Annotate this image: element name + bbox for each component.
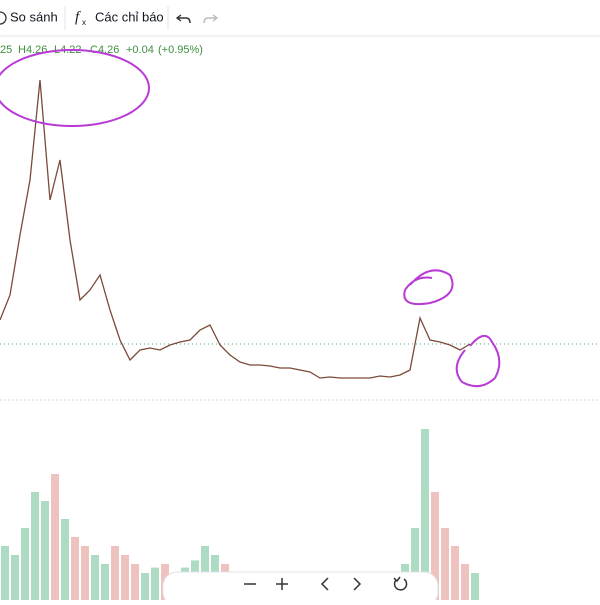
legend-open: 25 <box>0 44 12 56</box>
volume-bar <box>421 429 429 600</box>
volume-bar <box>471 573 479 600</box>
volume-bar <box>71 537 79 600</box>
volume-bar <box>101 564 109 600</box>
volume-bar <box>151 567 159 600</box>
legend-change: +0.04 <box>126 44 154 56</box>
fx-icon-sub[interactable]: x <box>82 18 86 27</box>
volume-bar <box>461 564 469 600</box>
scroll-left-button[interactable] <box>320 577 329 591</box>
legend-high: H4.26 <box>18 44 47 56</box>
volume-bar <box>61 519 69 600</box>
volume-bar <box>91 555 99 600</box>
plot <box>0 79 600 600</box>
volume-bar <box>41 501 49 600</box>
volume-bar <box>131 564 139 600</box>
scroll-right-button[interactable] <box>353 577 362 591</box>
compare-icon[interactable] <box>0 11 7 25</box>
nav-bar-bg <box>162 571 439 605</box>
reset-button[interactable] <box>393 576 408 591</box>
volume-bar <box>31 492 39 600</box>
volume-bar <box>51 474 59 600</box>
redo-button[interactable] <box>203 14 219 24</box>
nav-bar <box>162 571 439 605</box>
volume-bar <box>111 546 119 600</box>
legend-change-percent: (+0.95%) <box>158 44 203 56</box>
annotations <box>0 49 501 388</box>
volume-bar <box>431 492 439 600</box>
fx-icon[interactable]: f <box>75 9 81 25</box>
volume-bar <box>11 555 19 600</box>
price-line <box>0 79 471 379</box>
volume-bar <box>81 546 89 600</box>
volume-bar <box>441 528 449 600</box>
indicators-button[interactable]: Các chỉ báo <box>95 9 164 24</box>
volume-bar <box>411 528 419 600</box>
annotation-circle <box>455 335 501 388</box>
volume-bar <box>1 546 9 600</box>
compare-button[interactable]: So sánh <box>10 9 58 24</box>
annotation-circle <box>403 269 454 306</box>
undo-button[interactable] <box>175 14 191 24</box>
annotation-ellipse <box>0 49 150 127</box>
volume-bar <box>451 546 459 600</box>
volume-bar <box>141 573 149 600</box>
ohlc-legend: 25 H4.26 L4.22 C4.26 +0.04 (+0.95%) <box>0 44 203 56</box>
zoom-in-button[interactable] <box>276 578 288 590</box>
volume-bar <box>121 555 129 600</box>
toolbar <box>0 0 600 36</box>
volume-bar <box>21 528 29 600</box>
